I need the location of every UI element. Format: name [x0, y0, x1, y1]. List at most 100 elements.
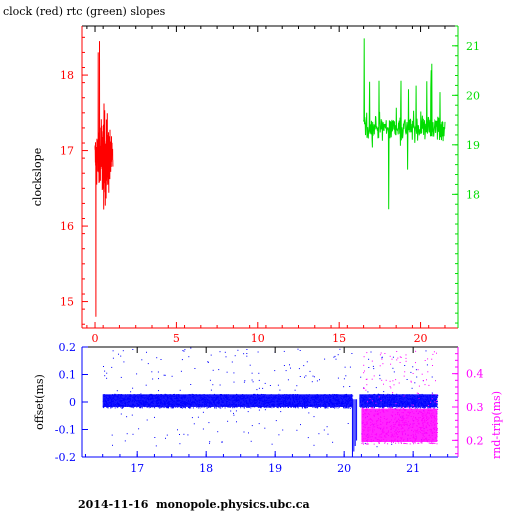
offset-point	[327, 433, 329, 435]
rnd-trip-point	[430, 420, 432, 422]
offset-point	[298, 368, 300, 370]
rnd-trip-point	[410, 407, 412, 409]
rnd-trip-point	[434, 429, 435, 430]
rnd-trip-point	[407, 434, 409, 436]
rnd-trip-point	[363, 430, 365, 431]
rnd-trip-point	[401, 432, 403, 434]
rnd-trip-point	[411, 430, 413, 431]
offset-point	[303, 365, 305, 367]
rnd-trip-point	[428, 411, 430, 413]
offset-point	[120, 355, 122, 357]
rnd-trip-point	[431, 424, 433, 426]
rnd-trip-point	[384, 435, 386, 437]
rnd-trip-point	[383, 428, 385, 430]
rtc-series-line	[363, 38, 446, 210]
offset-point	[393, 371, 395, 373]
offset-point	[437, 403, 438, 405]
rnd-trip-point	[399, 424, 401, 426]
offset-point	[363, 407, 364, 409]
offset-point	[387, 406, 389, 408]
offset-point	[428, 406, 430, 408]
offset-point	[206, 407, 208, 409]
offset-point	[179, 407, 181, 409]
top-left-y-tick-label: 18	[60, 69, 74, 82]
offset-point	[392, 367, 394, 369]
rnd-trip-point	[363, 387, 365, 389]
rnd-trip-point	[394, 408, 396, 410]
rnd-trip-point	[418, 411, 420, 413]
rnd-trip-point	[376, 426, 378, 428]
rnd-trip-point	[401, 438, 402, 440]
offset-point	[333, 356, 335, 358]
offset-point	[199, 407, 201, 409]
offset-point	[103, 366, 104, 367]
rnd-trip-point	[404, 371, 406, 373]
rnd-trip-point	[413, 435, 415, 437]
offset-point	[411, 407, 413, 408]
rnd-trip-point	[389, 421, 390, 423]
offset-point	[404, 406, 406, 408]
rnd-trip-point	[386, 422, 388, 424]
rnd-trip-point	[427, 412, 429, 414]
rnd-trip-point	[392, 380, 394, 382]
offset-point	[304, 407, 306, 409]
rnd-trip-point	[420, 442, 422, 444]
rnd-trip-point	[421, 433, 423, 435]
rnd-trip-point	[389, 386, 391, 388]
offset-point	[219, 384, 221, 386]
rnd-trip-point	[376, 433, 378, 435]
offset-point	[158, 390, 159, 392]
offset-point	[209, 441, 211, 443]
offset-point	[264, 427, 266, 429]
rnd-trip-point	[407, 411, 409, 413]
rnd-trip-point	[371, 407, 373, 409]
rnd-trip-point	[362, 428, 364, 430]
rnd-trip-point	[431, 440, 433, 442]
rnd-trip-point	[383, 426, 385, 428]
offset-point	[106, 377, 108, 379]
rnd-trip-point	[396, 421, 398, 422]
rnd-trip-point	[433, 416, 435, 418]
rnd-trip-point	[418, 442, 420, 444]
rnd-trip-point	[371, 424, 373, 426]
offset-point	[296, 385, 298, 387]
rnd-trip-point	[436, 416, 438, 418]
rnd-trip-point	[381, 433, 383, 435]
rnd-trip-point	[423, 414, 425, 416]
top-x-tick-label: 20	[414, 332, 428, 345]
rnd-trip-point	[428, 439, 430, 440]
rnd-trip-point	[403, 440, 404, 442]
rnd-trip-point	[362, 439, 364, 441]
bottom-x-tick-label: 19	[268, 462, 282, 475]
offset-point	[251, 425, 253, 427]
rnd-trip-point	[389, 440, 391, 442]
rnd-trip-point	[421, 373, 423, 375]
rnd-trip-point	[380, 436, 382, 438]
rnd-trip-point	[364, 424, 366, 426]
rnd-trip-point	[427, 411, 429, 413]
rnd-trip-point	[373, 414, 375, 416]
rnd-trip-point	[383, 383, 384, 385]
rnd-trip-point	[415, 418, 417, 420]
offset-point	[376, 446, 378, 448]
rnd-trip-point	[366, 423, 368, 425]
rnd-trip-point	[432, 442, 434, 444]
rnd-trip-point	[413, 412, 415, 414]
rnd-trip-point	[427, 422, 429, 424]
rnd-trip-point	[403, 408, 405, 410]
rnd-trip-point	[411, 411, 413, 413]
rnd-trip-point	[405, 354, 407, 356]
offset-point	[151, 371, 153, 373]
rnd-trip-point	[366, 384, 368, 386]
offset-point	[146, 351, 147, 353]
rnd-trip-point	[395, 442, 397, 444]
offset-point	[422, 407, 424, 408]
rnd-trip-point	[371, 378, 373, 380]
offset-point	[343, 386, 345, 388]
rnd-trip-point	[367, 401, 368, 403]
bottom-left-y-tick-label: 0.1	[59, 369, 77, 382]
offset-point	[352, 395, 354, 397]
rnd-trip-point	[418, 417, 420, 419]
offset-point	[236, 406, 238, 408]
offset-point	[290, 406, 292, 408]
